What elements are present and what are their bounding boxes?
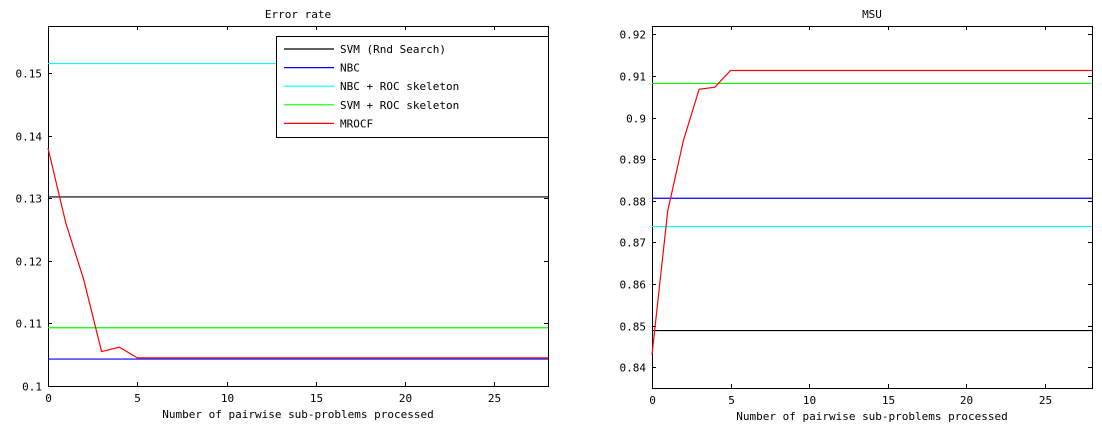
chart2-ytick-label-1: 0.85: [620, 321, 647, 334]
chart1-ytick-label-3: 0.13: [16, 193, 43, 206]
chart1-ytick-label-2: 0.12: [16, 256, 43, 269]
chart1-legend-label-1: NBC: [340, 62, 360, 75]
chart1-xtick-label-25: 25: [488, 392, 501, 405]
chart1-ytick-label-4: 0.14: [16, 131, 43, 144]
chart2-xtick-label-0: 0: [649, 394, 656, 407]
chart1-ytick-label-0: 0.1: [22, 381, 42, 394]
chart2-ytick-label-5: 0.89: [620, 154, 647, 167]
chart1-xtick-label-10: 10: [221, 392, 234, 405]
chart2-xtick-label-10: 10: [803, 394, 816, 407]
chart1-legend-label-2: NBC + ROC skeleton: [340, 80, 459, 93]
chart1-xtick-label-20: 20: [399, 392, 412, 405]
chart1-legend-label-0: SVM (Rnd Search): [340, 43, 446, 56]
chart2-ytick-label-0: 0.84: [620, 362, 647, 375]
chart2-series-line-4: [651, 69, 1092, 355]
chart2-xtick-label-5: 5: [728, 394, 735, 407]
chart2-xtick-label-15: 15: [882, 394, 895, 407]
chart2-ytick-label-6: 0.9: [626, 113, 646, 126]
chart1-axes-frame: [48, 26, 549, 387]
chart1-xtick-label-5: 5: [134, 392, 141, 405]
chart1-legend-label-3: SVM + ROC skeleton: [340, 99, 459, 112]
chart2-xlabel: Number of pairwise sub-problems processe…: [736, 410, 1008, 423]
chart2-xtick-label-20: 20: [960, 394, 973, 407]
chart1-legend-label-4: MROCF: [340, 117, 373, 130]
chart1-ytick-label-5: 0.15: [16, 68, 43, 81]
chart2-axes-frame: [652, 26, 1093, 389]
chart1-legend-box: [276, 36, 549, 138]
chart1-series-line-4: [47, 147, 548, 359]
chart1-ytick-label-1: 0.11: [16, 318, 43, 331]
chart2-ytick-label-8: 0.92: [620, 29, 647, 42]
chart2-title: MSU: [862, 8, 882, 21]
chart2-ytick-label-2: 0.86: [620, 279, 647, 292]
chart2-ytick-label-4: 0.88: [620, 196, 647, 209]
chart2-ytick-label-3: 0.87: [620, 237, 647, 250]
chart2-ytick-label-7: 0.91: [620, 71, 647, 84]
chart1-title: Error rate: [265, 8, 331, 21]
chart1-xtick-label-0: 0: [45, 392, 52, 405]
chart2-xtick-label-25: 25: [1039, 394, 1052, 407]
chart1-xlabel: Number of pairwise sub-problems processe…: [162, 408, 434, 421]
chart1-xtick-label-15: 15: [310, 392, 323, 405]
